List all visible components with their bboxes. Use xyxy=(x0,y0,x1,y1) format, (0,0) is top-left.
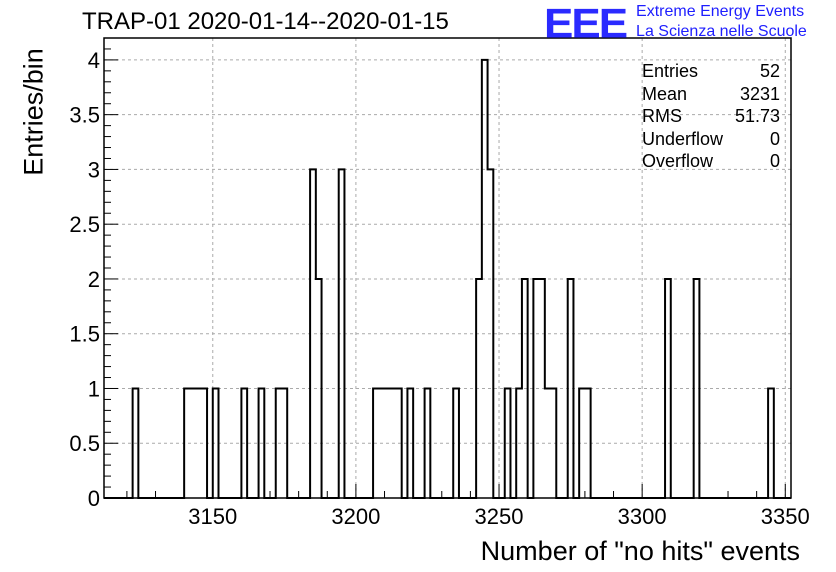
stat-rms-label: RMS xyxy=(642,106,682,126)
stat-underflow-label: Underflow xyxy=(642,128,724,149)
y-tick-label: 4 xyxy=(88,48,100,73)
stat-mean-value: 3231 xyxy=(739,83,780,104)
eee-logo-mark: EEE xyxy=(544,0,628,47)
stat-underflow: Underflow 0 xyxy=(642,128,780,151)
stat-overflow: Overflow 0 xyxy=(642,150,780,173)
stat-overflow-value: 0 xyxy=(769,151,780,171)
stat-underflow-value: 0 xyxy=(769,128,780,149)
eee-logo: EEE Extreme Energy Events La Scienza nel… xyxy=(544,2,807,46)
y-tick-label: 0.5 xyxy=(69,431,100,456)
x-tick-label: 3300 xyxy=(618,504,667,529)
stat-rms-value: 51.73 xyxy=(734,106,780,126)
stats-box: Entries 52 Mean 3231 RMS 51.73 Underflow… xyxy=(642,60,780,173)
y-tick-label: 3.5 xyxy=(69,103,100,128)
x-tick-label: 3150 xyxy=(188,504,237,529)
stat-entries-value: 52 xyxy=(759,61,780,81)
y-axis-label: Entries/bin xyxy=(18,48,49,176)
logo-line-1: Extreme Energy Events xyxy=(636,3,805,20)
stat-mean: Mean 3231 xyxy=(642,83,780,106)
y-tick-label: 2 xyxy=(88,267,100,292)
stat-entries: Entries 52 xyxy=(642,60,780,83)
chart-title: TRAP-01 2020-01-14--2020-01-15 xyxy=(82,8,449,35)
y-tick-label: 1.5 xyxy=(69,322,100,347)
x-axis-label: Number of "no hits" events xyxy=(480,536,800,566)
x-tick-label: 3200 xyxy=(331,504,380,529)
eee-logo-text: Extreme Energy Events La Scienza nelle S… xyxy=(636,2,807,42)
stat-rms: RMS 51.73 xyxy=(642,105,780,128)
y-tick-label: 0 xyxy=(88,486,100,511)
stat-mean-label: Mean xyxy=(642,83,688,104)
y-tick-label: 3 xyxy=(88,157,100,182)
x-tick-label: 3250 xyxy=(475,504,524,529)
logo-line-2: La Scienza nelle Scuole xyxy=(636,23,807,40)
stat-entries-label: Entries xyxy=(642,61,699,81)
x-tick-label: 3350 xyxy=(761,504,810,529)
stat-overflow-label: Overflow xyxy=(642,151,714,171)
y-tick-label: 2.5 xyxy=(69,212,100,237)
y-tick-label: 1 xyxy=(88,376,100,401)
